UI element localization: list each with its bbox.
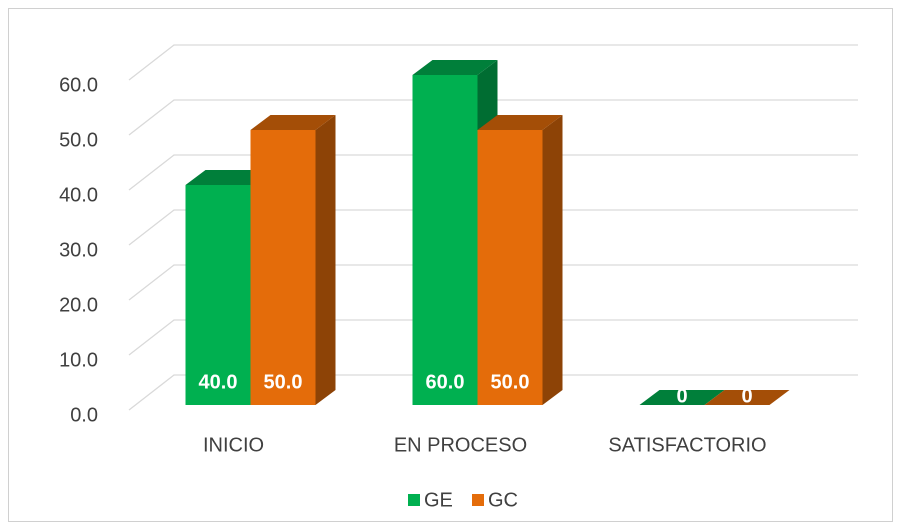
y-tick-label: 20.0 <box>59 294 98 316</box>
y-tick-label: 60.0 <box>59 74 98 96</box>
bar <box>412 75 478 405</box>
grid-line <box>128 319 858 356</box>
y-tick-label: 40.0 <box>59 184 98 206</box>
bar-top <box>412 60 498 75</box>
data-label: 40.0 <box>199 371 238 393</box>
data-label: 0 <box>741 385 752 407</box>
y-tick-label: 50.0 <box>59 129 98 151</box>
y-tick-label: 0.0 <box>70 404 98 426</box>
grid-line <box>128 374 858 411</box>
y-tick-label: 30.0 <box>59 239 98 261</box>
grid-line <box>128 264 858 301</box>
data-label: 60.0 <box>426 371 465 393</box>
legend-label: GE <box>424 489 453 511</box>
y-tick-label: 10.0 <box>59 349 98 371</box>
bar <box>185 185 251 405</box>
bar <box>477 130 543 405</box>
data-label: 50.0 <box>264 371 303 393</box>
x-tick-label: INICIO <box>203 434 264 456</box>
data-label: 0 <box>676 385 687 407</box>
bar-side <box>542 115 563 405</box>
bar-side <box>315 115 336 405</box>
grid-line <box>128 44 858 81</box>
bar-top <box>704 390 790 405</box>
x-tick-label: EN PROCESO <box>394 434 527 456</box>
legend-swatch <box>472 494 484 506</box>
bar-top <box>477 115 563 130</box>
bar-top <box>185 170 271 185</box>
grid-line <box>128 209 858 246</box>
legend-label: GC <box>488 489 518 511</box>
legend-swatch <box>408 494 420 506</box>
grid-line <box>128 99 858 136</box>
bar-top <box>250 115 336 130</box>
bar-top <box>639 390 725 405</box>
bar <box>250 130 316 405</box>
data-label: 50.0 <box>491 371 530 393</box>
x-tick-label: SATISFACTORIO <box>608 434 766 456</box>
grid-line <box>128 154 858 191</box>
